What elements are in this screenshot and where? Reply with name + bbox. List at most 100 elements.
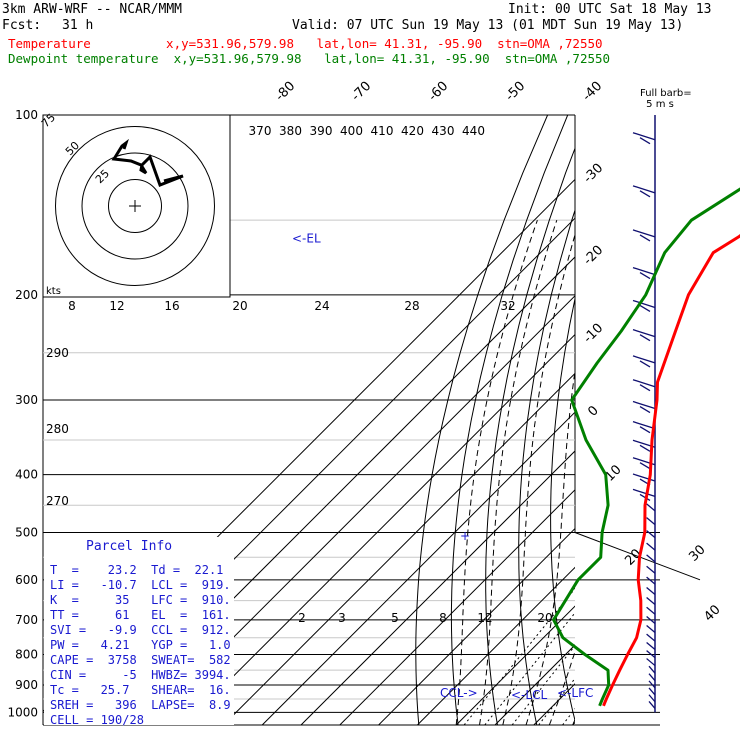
isotherm <box>650 115 740 725</box>
wind-barb <box>646 650 656 659</box>
isotherm <box>184 333 575 725</box>
isotherm-label: -30 <box>581 161 607 187</box>
ccl-marker: CCL-> <box>440 686 478 700</box>
isotherm-label: -60 <box>426 79 452 105</box>
dry-adiabat <box>611 115 668 725</box>
dry-adiabat-label: 290 <box>46 346 69 360</box>
theta-label: 380 <box>279 124 302 138</box>
fcst-label: Fcst: <box>2 18 42 33</box>
parcel-row: SVI = -9.9 CCL = 912. <box>50 623 231 637</box>
wind-barb <box>646 517 656 526</box>
mixing-ratio-line <box>484 612 575 725</box>
hodo-ring <box>81 152 189 260</box>
wind-barb <box>632 355 656 364</box>
theta-label: 440 <box>462 124 485 138</box>
parcel-row: K = 35 LFC = 910. <box>50 593 231 607</box>
hodo-speed-label: 8 <box>68 299 76 313</box>
dry-adiabat <box>640 115 694 725</box>
parcel-row: TT = 61 EL = 161. <box>50 608 231 622</box>
wind-barb <box>646 554 656 563</box>
mixing-ratio-label: 3 <box>338 611 346 625</box>
wind-barb <box>646 606 656 615</box>
isotherm-label: -70 <box>349 79 375 105</box>
wind-barb <box>646 587 656 596</box>
dry-adiabat <box>695 115 740 725</box>
isotherm-label: -10 <box>581 321 607 347</box>
isotherm-label: -20 <box>581 243 607 269</box>
mixing-ratio-label: 2 <box>298 611 306 625</box>
fcst-value: 31 h <box>62 18 94 33</box>
dry-adiabat <box>518 208 575 725</box>
parcel-panel-background <box>44 537 234 725</box>
wind-barb <box>639 234 651 242</box>
wind-barb <box>648 687 656 696</box>
isotherm <box>261 411 575 725</box>
wind-barb <box>632 299 656 309</box>
pressure-label: 100 <box>15 108 38 122</box>
wind-barb <box>646 615 656 624</box>
hodograph-trace <box>111 138 184 187</box>
wind-barb <box>639 444 651 452</box>
dewpoint-legend: Dewpoint temperature x,y=531.96,579.98 l… <box>8 51 611 66</box>
theta-label: 370 <box>249 124 272 138</box>
pressure-label: 800 <box>15 647 38 661</box>
parcel-row: SREH = 396 LAPSE= 8.9 <box>50 698 231 712</box>
init-time: Init: 00 UTC Sat 18 May 13 <box>508 2 712 17</box>
pressure-label: 600 <box>15 573 38 587</box>
barb-key-label: Full barb= 5 m s <box>640 88 692 110</box>
theta-label: 400 <box>340 124 363 138</box>
wind-barb <box>639 137 651 145</box>
parcel-row: CAPE = 3758 SWEAT= 582 <box>50 653 231 667</box>
isotherm <box>611 115 740 725</box>
hodo-speed-label: 28 <box>404 299 419 313</box>
temperature-trace <box>602 233 740 707</box>
mixing-ratio-line <box>511 644 575 725</box>
isotherm-label: -50 <box>503 79 529 105</box>
hodo-speed-label: 32 <box>500 299 515 313</box>
wind-barb <box>639 272 651 280</box>
wind-barb <box>632 185 656 194</box>
isotherm <box>339 489 575 725</box>
moist-adiabat <box>525 367 575 725</box>
pressure-label: 300 <box>15 393 38 407</box>
dry-adiabat <box>668 115 734 725</box>
mixing-ratio-label: 5 <box>391 611 399 625</box>
mixing-ratio-line <box>538 677 575 725</box>
wind-barb <box>639 190 651 198</box>
parcel-row: T = 23.2 Td = 22.1 <box>50 563 224 577</box>
wind-barb <box>646 597 656 606</box>
header: 3km ARW-WRF -- NCAR/MMM Init: 00 UTC Sat… <box>0 0 740 70</box>
pressure-label: 700 <box>15 613 38 627</box>
isotherm <box>378 527 575 725</box>
wind-barb <box>646 530 656 539</box>
dry-adiabat-label: 270 <box>46 494 69 508</box>
wind-barb <box>639 426 651 434</box>
pressure-label: 900 <box>15 678 38 692</box>
dry-adiabat <box>485 146 575 725</box>
pressure-label: 400 <box>15 468 38 482</box>
lfc-marker: <-LFC <box>557 686 593 700</box>
theta-label: 410 <box>371 124 394 138</box>
wind-barb <box>646 624 656 633</box>
wind-barb <box>648 673 656 682</box>
parcel-row: CIN = -5 HWBZ= 3994. <box>50 668 231 682</box>
pressure-label: 200 <box>15 288 38 302</box>
parcel-marker: + <box>460 529 470 543</box>
dry-adiabat <box>721 115 740 725</box>
wind-barb <box>632 379 656 388</box>
isotherm <box>223 372 575 725</box>
dry-adiabat <box>450 115 569 725</box>
wind-barb <box>646 633 656 642</box>
wind-barb <box>639 384 651 392</box>
parcel-row: LI = -10.7 LCL = 919. <box>50 578 231 592</box>
wind-barb <box>639 462 651 470</box>
parcel-info-title: Parcel Info <box>86 539 173 554</box>
wind-barb <box>632 229 656 238</box>
wind-barb <box>639 360 651 368</box>
el-marker: <-EL <box>292 232 321 246</box>
parcel-row: CELL = 190/28 <box>50 713 144 727</box>
isotherm <box>417 566 575 725</box>
dry-adiabat-label: 280 <box>46 422 69 436</box>
